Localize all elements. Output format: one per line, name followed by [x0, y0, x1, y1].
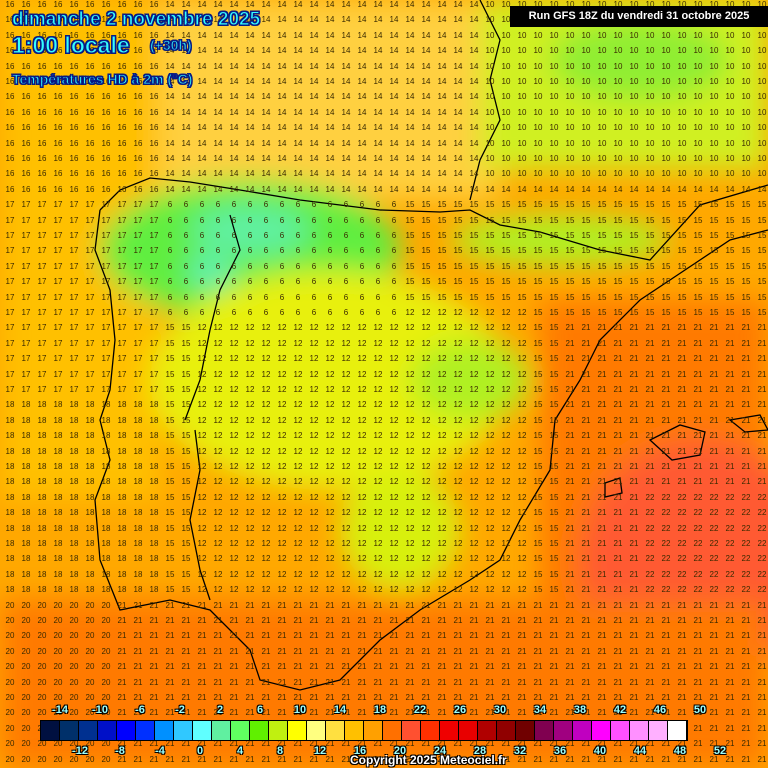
legend-swatch [573, 721, 592, 740]
legend-swatch [611, 721, 630, 740]
legend-swatch [307, 721, 326, 740]
legend-swatch [41, 721, 60, 740]
legend-label: 32 [513, 745, 527, 757]
legend-swatch [60, 721, 79, 740]
legend-label: 2 [216, 704, 224, 716]
legend-swatch [288, 721, 307, 740]
legend-swatch [79, 721, 98, 740]
legend-swatch [231, 721, 250, 740]
legend-label: -10 [92, 704, 108, 716]
legend-swatch [364, 721, 383, 740]
product-title: Températures HD à 2m (°C) [11, 71, 193, 88]
legend-label: -6 [135, 704, 145, 716]
legend-swatch [250, 721, 269, 740]
legend-swatch [516, 721, 535, 740]
legend-label: 28 [473, 745, 487, 757]
legend-label: 34 [533, 704, 547, 716]
legend-swatch [383, 721, 402, 740]
legend-label: 46 [653, 704, 667, 716]
legend-swatch [478, 721, 497, 740]
legend-label: -8 [115, 745, 125, 757]
legend-swatch [155, 721, 174, 740]
legend-swatch [459, 721, 478, 740]
legend-label: -4 [155, 745, 165, 757]
legend-label: 42 [613, 704, 627, 716]
legend-swatch [326, 721, 345, 740]
legend-swatch [592, 721, 611, 740]
legend-swatch [440, 721, 459, 740]
forecast-date: dimanche 2 novembre 2025 [11, 9, 261, 31]
legend-label: 24 [433, 745, 447, 757]
copyright: Copyright 2025 Meteociel.fr [350, 753, 507, 767]
legend-swatch [668, 721, 687, 740]
legend-swatch [554, 721, 573, 740]
legend-label: 26 [453, 704, 467, 716]
legend-swatch [421, 721, 440, 740]
legend-label: 20 [393, 745, 407, 757]
legend-swatch [212, 721, 231, 740]
legend-label: 22 [413, 704, 427, 716]
legend-label: -12 [72, 745, 88, 757]
legend-swatch [174, 721, 193, 740]
legend-label: 12 [313, 745, 327, 757]
legend-label: 8 [276, 745, 284, 757]
legend-label: 36 [553, 745, 567, 757]
legend-label: 40 [593, 745, 607, 757]
legend-swatch [649, 721, 668, 740]
legend-label: -14 [52, 704, 68, 716]
legend-label: 44 [633, 745, 647, 757]
legend-label: -2 [175, 704, 185, 716]
legend-label: 6 [256, 704, 264, 716]
legend-swatch [535, 721, 554, 740]
legend-swatch [136, 721, 155, 740]
legend-swatch [193, 721, 212, 740]
legend-swatch [497, 721, 516, 740]
legend-label: 4 [236, 745, 244, 757]
legend-label: 48 [673, 745, 687, 757]
legend-swatch [630, 721, 649, 740]
legend-label: 30 [493, 704, 507, 716]
legend-swatch [345, 721, 364, 740]
forecast-offset: (+30h) [150, 37, 193, 54]
legend-label: 50 [693, 704, 707, 716]
legend-label: 14 [333, 704, 347, 716]
legend-label: 18 [373, 704, 387, 716]
legend-label: 38 [573, 704, 587, 716]
legend-label: 10 [293, 704, 307, 716]
legend-swatch [98, 721, 117, 740]
legend-swatch [269, 721, 288, 740]
forecast-time: 1:00 locale [12, 32, 131, 59]
legend-swatch [402, 721, 421, 740]
legend-label: 16 [353, 745, 367, 757]
legend-label: 0 [196, 745, 204, 757]
legend-swatch [117, 721, 136, 740]
color-scale-legend [40, 720, 688, 741]
run-info: Run GFS 18Z du vendredi 31 octobre 2025 [510, 6, 768, 27]
legend-label: 52 [713, 745, 727, 757]
